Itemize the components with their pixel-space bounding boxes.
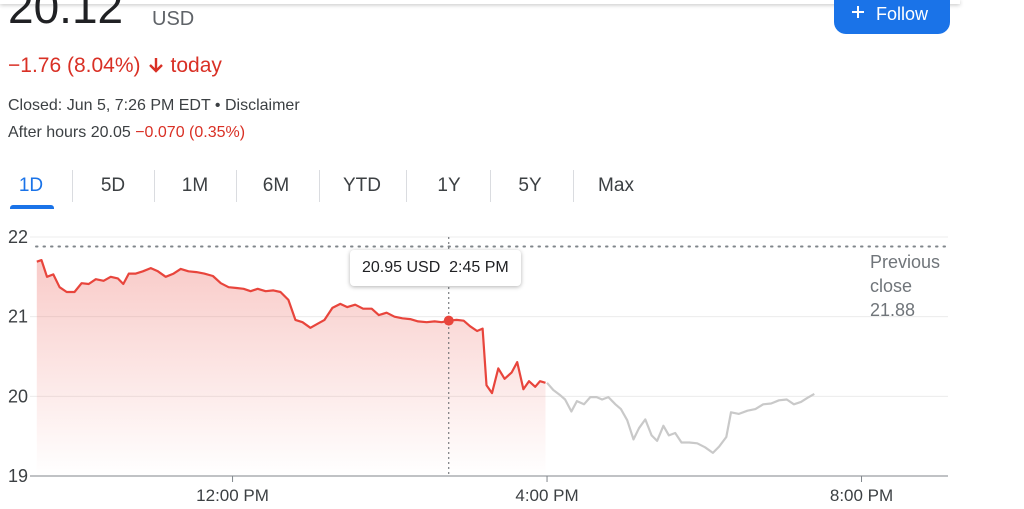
currency: USD — [152, 8, 195, 30]
tab-separator — [319, 170, 320, 202]
plus-icon — [852, 6, 864, 18]
y-tick-label: 22 — [8, 227, 28, 247]
change: −1.76 (8.04%) today — [8, 54, 222, 78]
tab-underline — [10, 205, 54, 209]
hover-point — [443, 315, 454, 326]
previous-close-label: Previous close — [870, 252, 941, 296]
previous-close-value: 21.88 — [870, 300, 916, 320]
closed-line: Closed: Jun 5, 7:26 PM EDT • Disclaimer — [8, 97, 300, 115]
y-tick-label: 20 — [8, 386, 28, 406]
tooltip-value: 20.95 USD — [362, 259, 441, 276]
tab[interactable]: 1Y — [437, 175, 461, 196]
tab[interactable]: 6M — [262, 175, 290, 196]
tab[interactable]: 1D — [18, 175, 44, 196]
after-hours-change: −0.070 (0.35%) — [135, 124, 246, 141]
y-tick-label: 21 — [8, 307, 28, 327]
tab-separator — [489, 170, 491, 202]
separator: • — [214, 97, 221, 114]
price: 20.12 — [8, 0, 124, 33]
tooltip: 20.95 USD 2:45 PM — [350, 250, 521, 286]
follow-button[interactable]: Follow — [834, 0, 950, 34]
tab[interactable]: 5Y — [518, 175, 542, 196]
change-period: today — [170, 54, 222, 77]
tooltip-time: 2:45 PM — [449, 259, 509, 276]
tab[interactable]: 5D — [100, 175, 126, 196]
down-arrow — [148, 58, 163, 73]
price-line — [36, 259, 546, 395]
disclaimer[interactable]: Disclaimer — [224, 97, 300, 114]
change-value: −1.76 (8.04%) — [8, 54, 141, 77]
range-tabs: 1D 5D 1M 6M YTD 1Y 5Y Max — [0, 170, 700, 212]
price-line — [546, 382, 815, 454]
after-hours-line: After hours 20.05 −0.070 (0.35%) — [8, 124, 245, 142]
after-hours: After hours 20.05 — [8, 124, 131, 141]
tab-separator — [154, 170, 155, 202]
tab-separator — [405, 170, 407, 202]
follow-label: Follow — [876, 4, 929, 24]
tab-separator — [72, 170, 73, 202]
tab[interactable]: YTD — [343, 175, 381, 196]
tab-separator — [235, 170, 237, 202]
tab-separator — [573, 170, 574, 202]
x-tick-label: 12:00 PM — [196, 486, 269, 505]
tab[interactable]: 1M — [181, 175, 209, 196]
previous-close: Previous close 21.88 — [870, 250, 950, 322]
tab[interactable]: Max — [598, 175, 634, 196]
closed: Closed: Jun 5, 7:26 PM EDT — [8, 97, 211, 114]
x-tick-label: 4:00 PM — [515, 486, 578, 505]
y-tick-label: 19 — [8, 466, 28, 486]
area — [36, 260, 546, 476]
x-tick-label: 8:00 PM — [830, 486, 893, 505]
